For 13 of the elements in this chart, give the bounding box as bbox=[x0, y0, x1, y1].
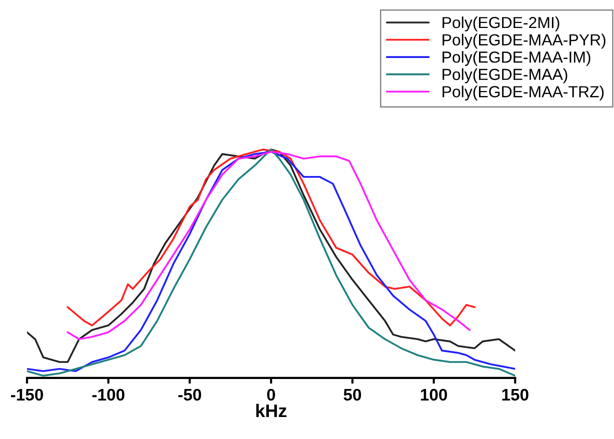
x-tick-label: -50 bbox=[178, 388, 202, 401]
x-tick-label: 100 bbox=[420, 388, 448, 401]
legend-label: Poly(EGDE-2MI) bbox=[442, 16, 560, 32]
legend-label: Poly(EGDE-MAA-IM) bbox=[442, 51, 590, 66]
legend-label: Poly(EGDE-MAA) bbox=[442, 68, 568, 84]
legend-label: Poly(EGDE-MAA-TRZ) bbox=[442, 86, 604, 101]
x-tick-label: 50 bbox=[344, 388, 362, 401]
x-tick-label: 0 bbox=[267, 388, 276, 401]
legend-label: Poly(EGDE-MAA-PYR) bbox=[442, 34, 606, 49]
x-axis-title: kHz bbox=[256, 404, 286, 418]
x-tick-label: -150 bbox=[10, 388, 44, 401]
x-tick-label: 150 bbox=[502, 388, 528, 401]
x-tick-label: -100 bbox=[92, 388, 124, 401]
